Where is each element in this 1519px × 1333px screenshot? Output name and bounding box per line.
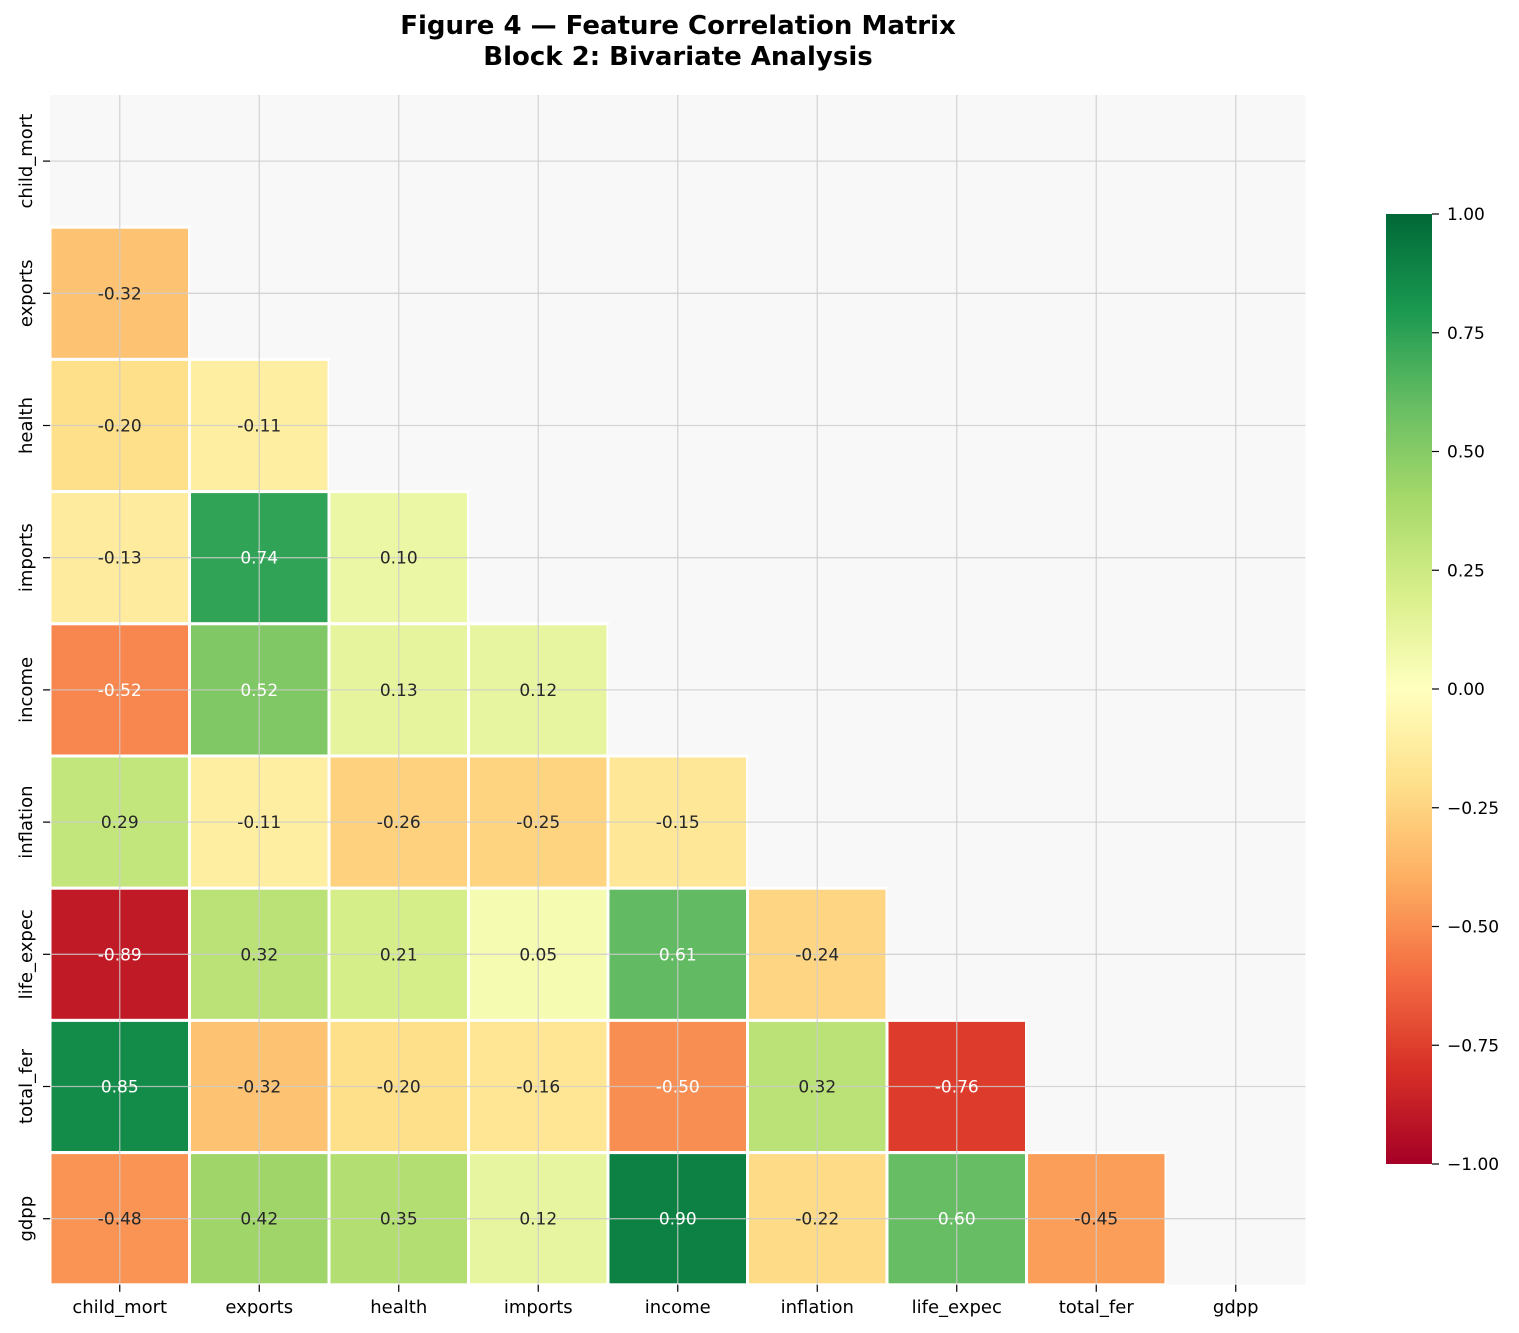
cell-value-label: 0.90 <box>659 1210 697 1230</box>
cell-value-label: -0.32 <box>237 1078 281 1098</box>
colorbar-tick-label: 0.50 <box>1447 443 1485 463</box>
cell-value-label: 0.05 <box>519 945 557 965</box>
cell-value-label: 0.29 <box>101 813 139 833</box>
y-tick-label-income: income <box>16 657 37 723</box>
cell-value-label: 0.10 <box>380 549 418 569</box>
cell-value-label: -0.76 <box>935 1078 979 1098</box>
x-tick-label-child_mort: child_mort <box>72 1297 167 1318</box>
heatmap-value-labels: -0.32 -0.20 -0.11 -0.13 0.74 0.10 -0.52 0.52 0.1… <box>98 284 1119 1229</box>
y-tick-label-gdpp: gdpp <box>16 1196 37 1242</box>
heatmap-gridlines <box>50 95 1306 1285</box>
cell-value-label: -0.48 <box>98 1210 142 1230</box>
cell-value-label: 0.13 <box>380 681 418 701</box>
x-axis: child_mort exports health imports income infl… <box>72 1284 1259 1318</box>
cell-value-label: -0.22 <box>795 1210 839 1230</box>
y-tick-label-imports: imports <box>16 523 37 592</box>
colorbar: 1.00 0.75 0.50 0.25 0.00 −0.25 −0.50 −0.75 −1.00 <box>1386 205 1499 1175</box>
x-tick-label-gdpp: gdpp <box>1213 1297 1259 1318</box>
cell-value-label: -0.20 <box>377 1078 421 1098</box>
chart-title-line2: Block 2: Bivariate Analysis <box>483 42 872 72</box>
cell-value-label: 0.32 <box>240 945 278 965</box>
cell-value-label: -0.16 <box>516 1078 560 1098</box>
y-tick-label-inflation: inflation <box>16 785 37 858</box>
cell-value-label: 0.60 <box>938 1210 976 1230</box>
cell-value-label: -0.89 <box>98 945 142 965</box>
cell-value-label: -0.24 <box>795 945 839 965</box>
cell-value-label: -0.25 <box>516 813 560 833</box>
x-tick-label-imports: imports <box>504 1297 573 1318</box>
x-tick-label-inflation: inflation <box>781 1297 854 1318</box>
y-tick-label-exports: exports <box>16 259 37 327</box>
cell-value-label: 0.21 <box>380 945 418 965</box>
cell-value-label: 0.32 <box>798 1078 836 1098</box>
x-tick-label-total_fer: total_fer <box>1059 1297 1135 1318</box>
x-tick-label-life_expec: life_expec <box>912 1297 1002 1318</box>
x-tick-label-exports: exports <box>225 1297 293 1318</box>
cell-value-label: 0.52 <box>240 681 278 701</box>
y-tick-label-child_mort: child_mort <box>16 114 37 209</box>
colorbar-gradient <box>1386 214 1432 1164</box>
y-tick-label-total_fer: total_fer <box>16 1048 37 1124</box>
cell-value-label: -0.26 <box>377 813 421 833</box>
cell-value-label: -0.32 <box>98 284 142 304</box>
x-tick-label-health: health <box>370 1297 427 1318</box>
y-tick-label-health: health <box>16 397 37 454</box>
y-tick-label-life_expec: life_expec <box>16 909 37 999</box>
cell-value-label: -0.11 <box>237 417 281 437</box>
cell-value-label: 0.35 <box>380 1210 418 1230</box>
cell-value-label: 0.85 <box>101 1078 139 1098</box>
colorbar-tick-label: −1.00 <box>1447 1155 1499 1175</box>
cell-value-label: 0.12 <box>519 681 557 701</box>
colorbar-tick-label: 0.25 <box>1447 561 1485 581</box>
cell-value-label: -0.50 <box>656 1078 700 1098</box>
cell-value-label: 0.12 <box>519 1210 557 1230</box>
x-tick-label-income: income <box>645 1297 711 1318</box>
colorbar-tick-label: 0.75 <box>1447 324 1485 344</box>
cell-value-label: -0.15 <box>656 813 700 833</box>
cell-value-label: 0.61 <box>659 945 697 965</box>
colorbar-tick-label: 1.00 <box>1447 205 1485 225</box>
colorbar-tick-label: 0.00 <box>1447 680 1485 700</box>
colorbar-tick-label: −0.50 <box>1447 918 1499 938</box>
colorbar-tick-label: −0.25 <box>1447 799 1499 819</box>
cell-value-label: -0.20 <box>98 417 142 437</box>
cell-value-label: 0.74 <box>240 549 278 569</box>
colorbar-tick-label: −0.75 <box>1447 1036 1499 1056</box>
cell-value-label: -0.11 <box>237 813 281 833</box>
cell-value-label: -0.13 <box>98 549 142 569</box>
chart-title-line1: Figure 4 — Feature Correlation Matrix <box>400 11 956 41</box>
cell-value-label: -0.52 <box>98 681 142 701</box>
cell-value-label: 0.42 <box>240 1210 278 1230</box>
cell-value-label: -0.45 <box>1074 1210 1118 1230</box>
